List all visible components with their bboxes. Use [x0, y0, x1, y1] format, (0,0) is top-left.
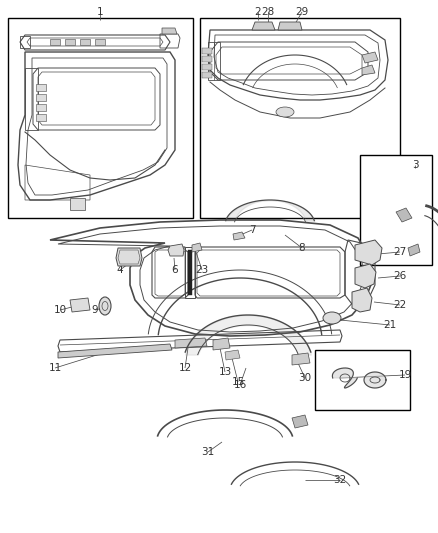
Polygon shape — [252, 22, 275, 30]
Polygon shape — [36, 114, 46, 121]
Text: 3: 3 — [412, 160, 418, 170]
Polygon shape — [36, 94, 46, 101]
Polygon shape — [213, 338, 230, 350]
Polygon shape — [192, 243, 202, 252]
Text: 7: 7 — [249, 225, 255, 235]
Polygon shape — [70, 198, 85, 210]
Text: 22: 22 — [393, 300, 406, 310]
Text: 23: 23 — [195, 265, 208, 275]
Polygon shape — [362, 65, 375, 75]
Text: 2: 2 — [254, 7, 261, 17]
Text: 10: 10 — [53, 305, 67, 315]
Polygon shape — [352, 288, 372, 312]
Polygon shape — [355, 240, 382, 265]
Text: 15: 15 — [231, 377, 245, 387]
Text: 6: 6 — [172, 265, 178, 275]
Ellipse shape — [323, 312, 341, 324]
Polygon shape — [65, 39, 75, 45]
Bar — [8, 18, 193, 218]
Polygon shape — [408, 244, 420, 256]
Text: 26: 26 — [393, 271, 406, 281]
Polygon shape — [278, 22, 302, 30]
Polygon shape — [202, 56, 212, 62]
Polygon shape — [188, 250, 192, 295]
Bar — [360, 155, 432, 265]
Text: 29: 29 — [295, 7, 309, 17]
Text: 1: 1 — [97, 7, 103, 17]
Text: 4: 4 — [117, 265, 124, 275]
Polygon shape — [202, 72, 212, 78]
Polygon shape — [225, 350, 240, 360]
Bar — [200, 18, 400, 218]
Polygon shape — [50, 39, 60, 45]
Text: 21: 21 — [383, 320, 397, 330]
Polygon shape — [116, 248, 142, 266]
Ellipse shape — [276, 107, 294, 117]
Text: 28: 28 — [261, 7, 275, 17]
Polygon shape — [162, 28, 177, 34]
Text: 8: 8 — [299, 243, 305, 253]
Polygon shape — [292, 415, 308, 428]
Text: 9: 9 — [92, 305, 98, 315]
Polygon shape — [70, 298, 90, 312]
Text: 12: 12 — [178, 363, 192, 373]
Polygon shape — [95, 39, 105, 45]
Text: 27: 27 — [393, 247, 406, 257]
Text: 13: 13 — [219, 367, 232, 377]
Polygon shape — [362, 52, 378, 63]
Ellipse shape — [99, 297, 111, 315]
Polygon shape — [364, 372, 386, 388]
Polygon shape — [396, 208, 412, 222]
Polygon shape — [355, 264, 376, 288]
Text: 19: 19 — [399, 370, 412, 380]
Polygon shape — [233, 232, 245, 240]
Polygon shape — [168, 244, 184, 256]
Text: 11: 11 — [48, 363, 62, 373]
Polygon shape — [36, 104, 46, 111]
Text: 31: 31 — [201, 447, 215, 457]
Polygon shape — [80, 39, 90, 45]
Polygon shape — [58, 344, 172, 358]
Text: 30: 30 — [298, 373, 311, 383]
Text: 32: 32 — [333, 475, 346, 485]
Polygon shape — [36, 84, 46, 91]
Bar — [315, 350, 410, 410]
Polygon shape — [175, 338, 207, 348]
Polygon shape — [202, 64, 212, 70]
Text: 16: 16 — [233, 380, 247, 390]
Polygon shape — [292, 353, 310, 365]
Polygon shape — [332, 368, 357, 388]
Polygon shape — [202, 48, 212, 54]
